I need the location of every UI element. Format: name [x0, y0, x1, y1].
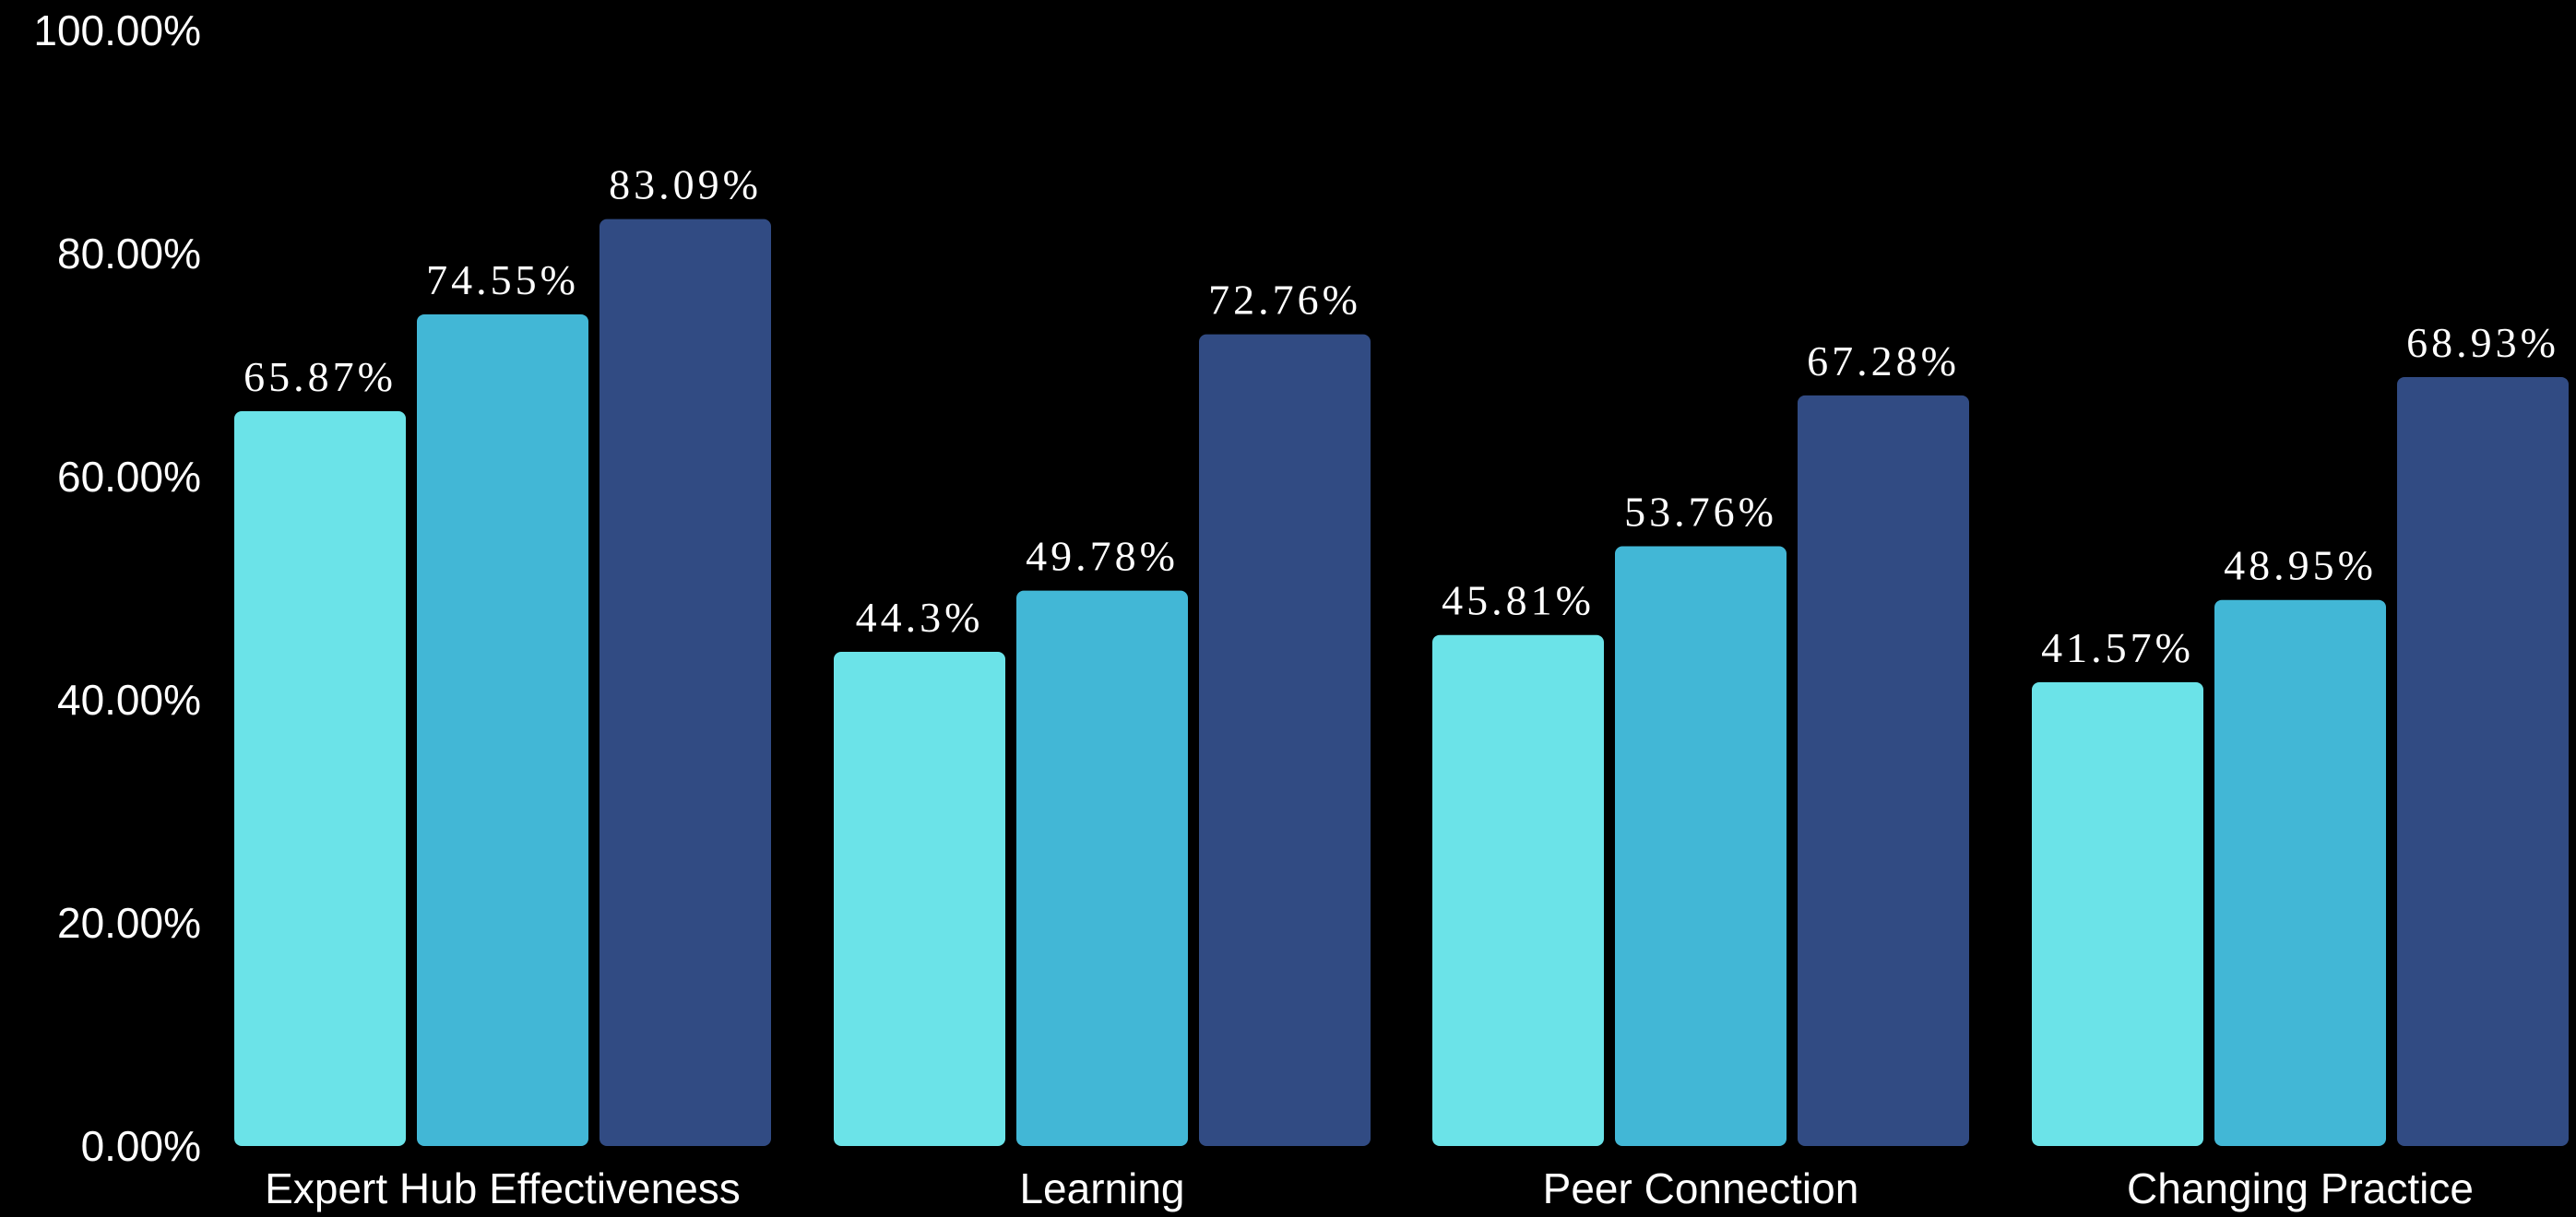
- bar: [1615, 546, 1787, 1146]
- bar-value-label: 67.28%: [1807, 337, 1960, 384]
- bar-value-label: 41.57%: [2041, 624, 2194, 671]
- bar: [417, 313, 588, 1146]
- category-label: Peer Connection: [1543, 1164, 1859, 1212]
- bar: [2397, 376, 2569, 1146]
- bar: [599, 219, 771, 1147]
- bar-value-label: 45.81%: [1442, 577, 1595, 624]
- bar-value-label: 65.87%: [243, 353, 397, 400]
- y-tick-label: 80.00%: [57, 230, 201, 278]
- bar: [2214, 599, 2386, 1146]
- x-axis: Expert Hub Effectiveness Learning Peer Con…: [265, 1164, 2474, 1212]
- bar: [1199, 334, 1371, 1146]
- bars-group: [234, 219, 2569, 1147]
- y-tick-label: 20.00%: [57, 899, 201, 947]
- bar-value-label: 72.76%: [1208, 277, 1361, 324]
- y-tick-label: 60.00%: [57, 453, 201, 501]
- bar: [2032, 682, 2203, 1146]
- bar: [234, 410, 406, 1146]
- bar: [1016, 590, 1188, 1146]
- y-tick-label: 40.00%: [57, 676, 201, 724]
- bar-value-label: 44.3%: [856, 594, 984, 641]
- y-axis: 0.00% 20.00% 40.00% 60.00% 80.00% 100.00%: [33, 6, 201, 1170]
- bar-value-label: 53.76%: [1624, 489, 1777, 536]
- data-labels-group: 65.87% 74.55% 83.09% 44.3% 49.78% 72.76% 45.81…: [243, 161, 2559, 671]
- bar-value-label: 74.55%: [426, 256, 579, 303]
- bar: [834, 651, 1005, 1146]
- bar-value-label: 48.95%: [2224, 542, 2377, 589]
- bar-value-label: 68.93%: [2406, 319, 2559, 366]
- y-tick-label: 100.00%: [33, 6, 201, 54]
- category-label: Changing Practice: [2127, 1164, 2474, 1212]
- y-tick-label: 0.00%: [81, 1122, 201, 1170]
- category-label: Learning: [1019, 1164, 1184, 1212]
- bar-value-label: 83.09%: [609, 161, 762, 208]
- bar: [1798, 395, 1969, 1146]
- bar-value-label: 49.78%: [1026, 533, 1179, 580]
- category-label: Expert Hub Effectiveness: [265, 1164, 741, 1212]
- bar: [1432, 634, 1604, 1146]
